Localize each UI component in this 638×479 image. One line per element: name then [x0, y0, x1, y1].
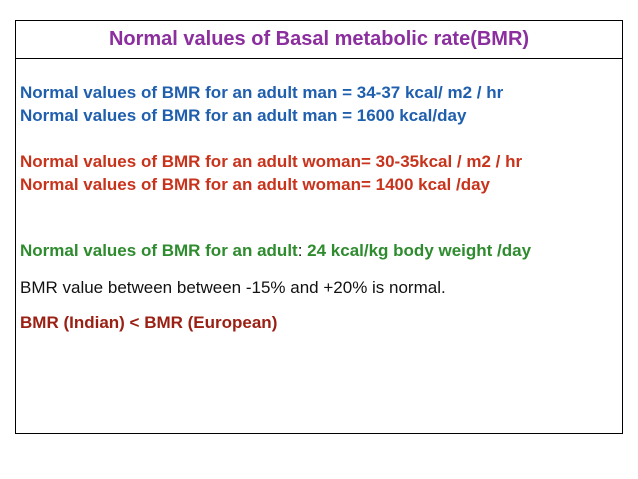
woman-bmr-daily: Normal values of BMR for an adult woman=… — [20, 175, 491, 194]
title-bar: Normal values of Basal metabolic rate(BM… — [16, 21, 622, 59]
adult-bmr-label: Normal values of BMR for an adult — [20, 241, 298, 260]
slide-title: Normal values of Basal metabolic rate(BM… — [108, 28, 530, 50]
man-bmr-daily: Normal values of BMR for an adult man = … — [20, 106, 467, 125]
bmr-normal-range: BMR value between between -15% and +20% … — [20, 278, 446, 297]
adult-bmr-line: Normal values of BMR for an adult: 24 kc… — [20, 241, 531, 261]
man-bmr-hourly: Normal values of BMR for an adult man = … — [20, 83, 504, 102]
adult-bmr-separator: : — [297, 241, 308, 260]
woman-bmr-hourly: Normal values of BMR for an adult woman=… — [20, 152, 523, 171]
adult-bmr-value: 24 kcal/kg body weight /day — [307, 241, 532, 260]
bmr-comparison: BMR (Indian) < BMR (European) — [20, 313, 278, 332]
slide-frame: Normal values of Basal metabolic rate(BM… — [15, 20, 623, 434]
